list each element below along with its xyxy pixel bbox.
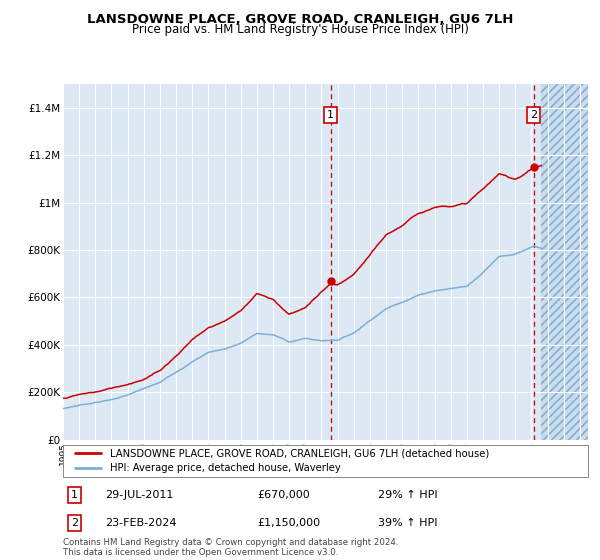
Text: LANSDOWNE PLACE, GROVE ROAD, CRANLEIGH, GU6 7LH (detached house): LANSDOWNE PLACE, GROVE ROAD, CRANLEIGH, … bbox=[110, 449, 490, 459]
Text: 39% ↑ HPI: 39% ↑ HPI bbox=[378, 518, 437, 528]
Text: 29-JUL-2011: 29-JUL-2011 bbox=[105, 490, 173, 500]
Text: £1,150,000: £1,150,000 bbox=[257, 518, 320, 528]
Text: LANSDOWNE PLACE, GROVE ROAD, CRANLEIGH, GU6 7LH: LANSDOWNE PLACE, GROVE ROAD, CRANLEIGH, … bbox=[87, 13, 513, 26]
Text: 2: 2 bbox=[71, 518, 78, 528]
Text: Contains HM Land Registry data © Crown copyright and database right 2024.
This d: Contains HM Land Registry data © Crown c… bbox=[63, 538, 398, 557]
Text: 23-FEB-2024: 23-FEB-2024 bbox=[105, 518, 176, 528]
Text: 1: 1 bbox=[327, 110, 334, 120]
Text: £670,000: £670,000 bbox=[257, 490, 310, 500]
Text: Price paid vs. HM Land Registry's House Price Index (HPI): Price paid vs. HM Land Registry's House … bbox=[131, 23, 469, 36]
Text: HPI: Average price, detached house, Waverley: HPI: Average price, detached house, Wave… bbox=[110, 463, 341, 473]
Bar bbox=[541, 84, 588, 440]
Text: 1: 1 bbox=[71, 490, 78, 500]
Text: 2: 2 bbox=[530, 110, 537, 120]
Text: 29% ↑ HPI: 29% ↑ HPI bbox=[378, 490, 437, 500]
Bar bbox=[541, 84, 588, 440]
